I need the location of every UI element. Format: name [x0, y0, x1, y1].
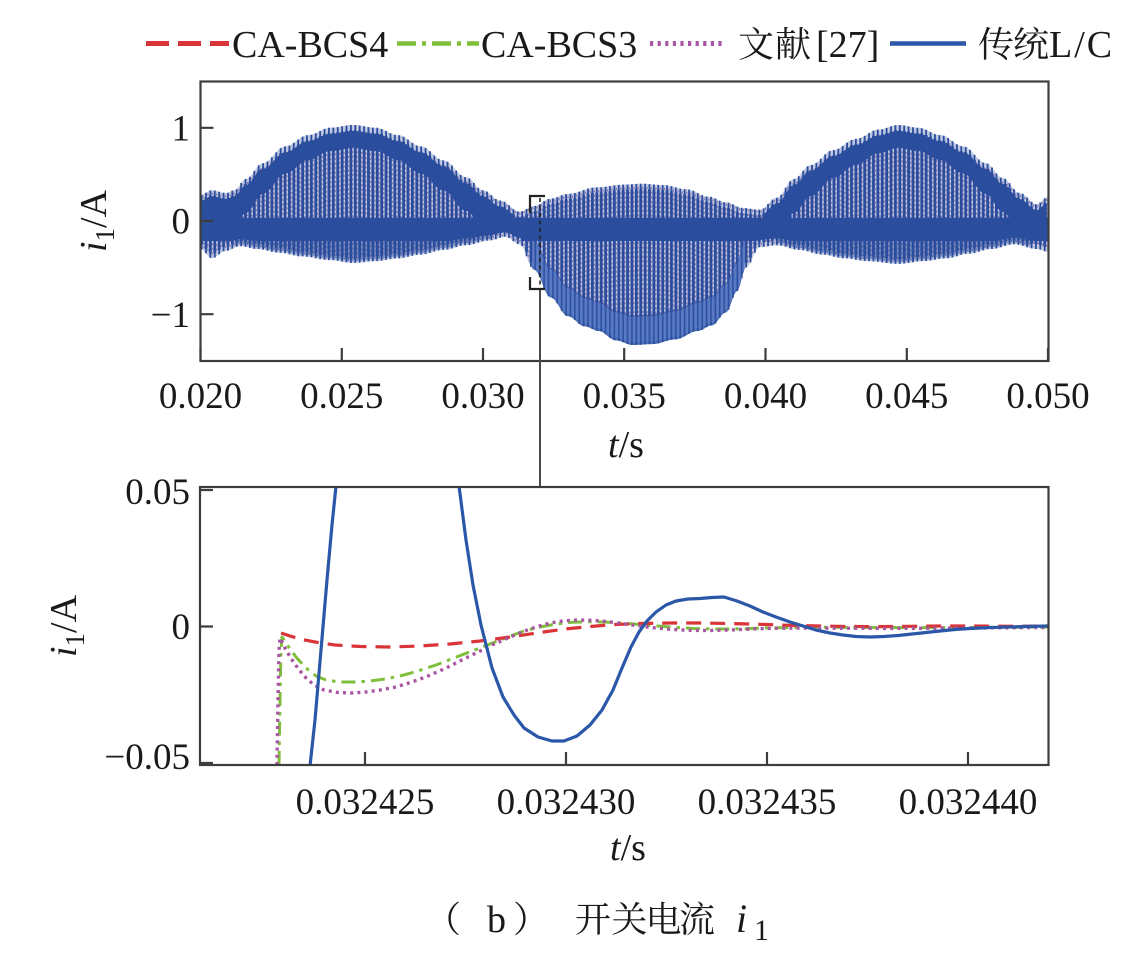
svg-text:0.032440: 0.032440 [899, 782, 1038, 823]
svg-text:0.020: 0.020 [159, 376, 242, 417]
svg-text:−0.05: −0.05 [104, 737, 190, 778]
svg-text:0.040: 0.040 [724, 376, 807, 417]
svg-text:1: 1 [754, 914, 769, 947]
svg-text:0.032435: 0.032435 [698, 782, 837, 823]
svg-text:0.032425: 0.032425 [296, 782, 435, 823]
svg-text:0.045: 0.045 [865, 376, 948, 417]
svg-text:t/s: t/s [610, 827, 646, 869]
svg-text:t/s: t/s [608, 424, 644, 466]
svg-text:b: b [487, 899, 506, 941]
svg-text:−1: −1 [151, 295, 190, 336]
svg-text:0.025: 0.025 [300, 376, 383, 417]
svg-text:0.050: 0.050 [1006, 376, 1089, 417]
svg-text:0: 0 [172, 202, 191, 243]
svg-text:0.035: 0.035 [583, 376, 666, 417]
svg-text:i: i [736, 896, 747, 941]
svg-text:[27]: [27] [816, 24, 879, 66]
svg-text:0.05: 0.05 [125, 472, 190, 513]
svg-text:CA-BCS4: CA-BCS4 [232, 24, 388, 66]
svg-text:L/C: L/C [1049, 24, 1114, 66]
svg-text:i1/A: i1/A [43, 594, 90, 657]
svg-text:i1/A: i1/A [73, 189, 120, 252]
svg-text:0.030: 0.030 [441, 376, 524, 417]
svg-text:0.032430: 0.032430 [497, 782, 636, 823]
svg-text:CA-BCS3: CA-BCS3 [481, 24, 637, 66]
svg-text:1: 1 [172, 109, 191, 150]
svg-text:0: 0 [172, 607, 191, 648]
